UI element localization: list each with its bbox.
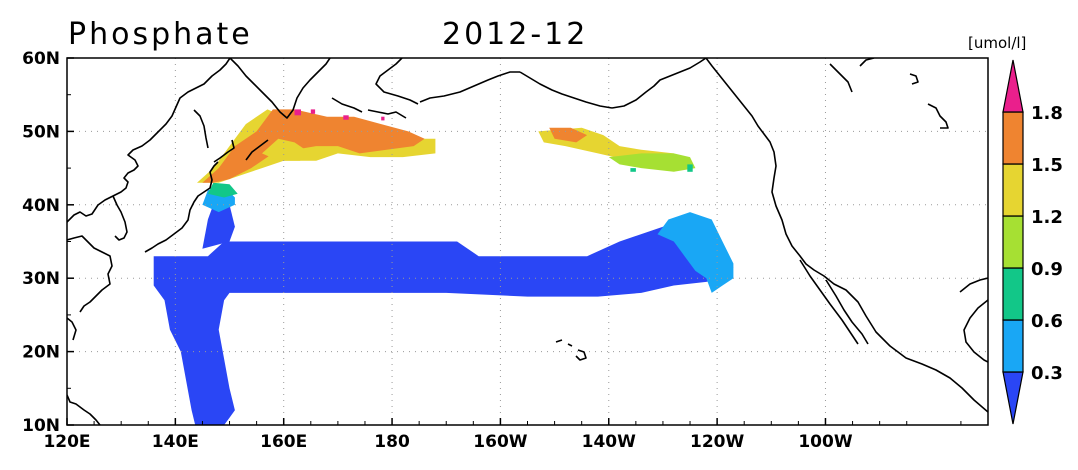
- field-ne-cyan-2: [630, 168, 636, 172]
- y-tick-label: 10N: [22, 416, 60, 436]
- colorbar-segment: [1002, 215, 1024, 269]
- colorbar-label: 1.5: [1031, 155, 1063, 176]
- colorbar-units: [umol/l]: [968, 34, 1026, 52]
- x-axis: 120E 140E 160E 180 160W 140W 120W 100W: [43, 418, 989, 452]
- x-tick-label: 140E: [152, 432, 199, 452]
- colorbar-label: 1.2: [1031, 207, 1063, 228]
- field-band-low: [153, 226, 734, 425]
- field-spot-high: [294, 109, 301, 116]
- plot-period: 2012-12: [442, 17, 588, 52]
- x-tick-label: 160W: [473, 432, 527, 452]
- colorbar-segment: [1002, 163, 1024, 217]
- colorbar-segment: [1002, 111, 1024, 165]
- field-nw-orange: [202, 109, 425, 183]
- x-tick-label: 120E: [43, 432, 90, 452]
- field-spot-high: [310, 109, 316, 114]
- field-ne-green: [608, 153, 696, 172]
- colorbar: [umol/l] 0.3 0.6 0.9 1.2 1.5 1.8: [968, 34, 1063, 425]
- field-nw-yellow-2: [262, 138, 311, 161]
- phosphate-field: [153, 109, 734, 425]
- colorbar-label: 1.8: [1031, 103, 1063, 124]
- y-axis: 10N 20N 30N 40N 50N 60N: [22, 49, 74, 436]
- y-tick-label: 20N: [22, 343, 60, 363]
- field-honshu-low: [202, 204, 235, 249]
- colorbar-label: 0.9: [1031, 259, 1063, 280]
- field-spot-high: [343, 115, 349, 120]
- x-tick-label: 180: [374, 432, 410, 452]
- field-japan-green: [207, 182, 238, 198]
- y-tick-label: 50N: [22, 122, 60, 142]
- colorbar-segment: [1002, 59, 1024, 113]
- field-east-coast: [657, 212, 734, 293]
- y-tick-label: 40N: [22, 196, 60, 216]
- colorbar-label: 0.3: [1031, 363, 1063, 384]
- colorbar-segment: [1002, 267, 1024, 321]
- colorbar-label: 0.6: [1031, 311, 1063, 332]
- x-tick-label: 100W: [798, 432, 852, 452]
- y-tick-label: 60N: [22, 49, 60, 69]
- x-tick-label: 160E: [260, 432, 307, 452]
- x-tick-label: 120W: [690, 432, 744, 452]
- plot-title: Phosphate: [68, 17, 253, 52]
- field-spot-high: [381, 116, 385, 121]
- x-tick-label: 140W: [582, 432, 636, 452]
- field-ne-cyan: [687, 164, 693, 172]
- colorbar-segment: [1002, 371, 1024, 425]
- y-tick-label: 30N: [22, 269, 60, 289]
- coastlines: [67, 58, 988, 425]
- colorbar-segment: [1002, 319, 1024, 373]
